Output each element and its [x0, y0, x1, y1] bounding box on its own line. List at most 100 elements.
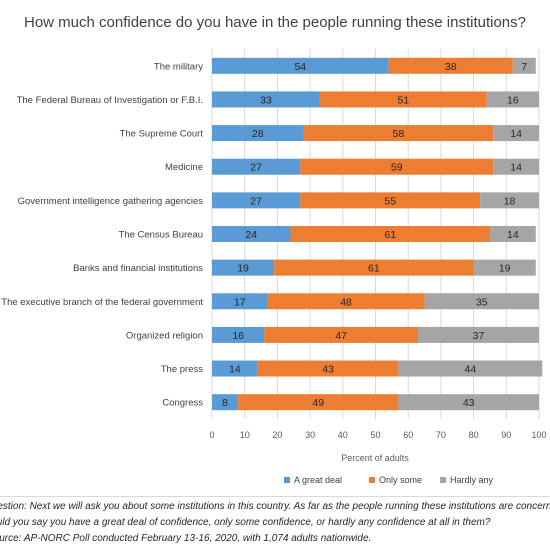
data-label-the-military-only-some: 38: [445, 61, 457, 73]
bar-banks-and-financial-institutions-only-some: [274, 259, 474, 276]
bar-the-supreme-court-a-great-deal: [212, 125, 304, 142]
x-tick-label-20: 20: [272, 430, 282, 440]
data-label-the-supreme-court-a-great-deal: 28: [252, 128, 264, 140]
data-label-medicine-only-some: 59: [391, 162, 403, 174]
data-label-organized-religion-only-some: 47: [335, 330, 347, 342]
bar-organized-religion-a-great-deal: [212, 326, 265, 343]
bar-the-executive-branch-of-the-federal-government-a-great-deal: [212, 293, 268, 310]
category-label-government-intelligence-gathering-agencies: Government intelligence gathering agenci…: [18, 196, 204, 207]
x-axis-ticks: 0 10 20 30 40 50 60 70 80 90 100: [209, 430, 546, 440]
data-label-banks-and-financial-institutions-only-some: 61: [368, 263, 380, 275]
bar-the-press-a-great-deal: [212, 360, 258, 377]
category-label-the-press: The press: [161, 364, 203, 375]
data-label-the-press-a-great-deal: 14: [229, 364, 241, 376]
data-label-the-executive-branch-of-the-federal-government-hardly-any: 35: [476, 296, 488, 308]
bar-the-press-only-some: [257, 360, 399, 377]
footer-divider: [0, 496, 550, 497]
legend-label-only-some: Only some: [379, 475, 422, 485]
data-label-the-military-a-great-deal: 54: [294, 61, 306, 73]
data-label-organized-religion-a-great-deal: 16: [232, 330, 244, 342]
data-label-banks-and-financial-institutions-a-great-deal: 19: [237, 263, 249, 275]
data-label-the-executive-branch-of-the-federal-government-only-some: 48: [340, 296, 352, 308]
bar-the-supreme-court-only-some: [303, 125, 494, 142]
category-label-the-census-bureau: The Census Bureau: [119, 230, 204, 241]
bar-the-federal-bureau-of-investigation-or-f-b-i-hardly-any: [486, 91, 539, 108]
chart-title: How much confidence do you have in the p…: [24, 14, 526, 31]
category-label-the-supreme-court: The Supreme Court: [120, 129, 204, 140]
data-label-congress-only-some: 49: [312, 397, 324, 409]
x-tick-label-50: 50: [370, 430, 380, 440]
bar-medicine-hardly-any: [493, 158, 539, 175]
bar-the-military-a-great-deal: [212, 57, 389, 74]
data-label-the-supreme-court-hardly-any: 14: [510, 128, 522, 140]
x-tick-label-90: 90: [501, 430, 511, 440]
question-note-line2: would you say you have a great deal of c…: [0, 517, 491, 528]
bar-government-intelligence-gathering-agencies-a-great-deal: [212, 192, 301, 209]
data-label-medicine-a-great-deal: 27: [250, 162, 262, 174]
x-tick-label-70: 70: [436, 430, 446, 440]
data-label-the-census-bureau-only-some: 61: [384, 229, 396, 241]
data-label-the-press-hardly-any: 44: [464, 364, 476, 376]
x-tick-label-40: 40: [338, 430, 348, 440]
data-label-government-intelligence-gathering-agencies-only-some: 55: [384, 195, 396, 207]
category-label-banks-and-financial-institutions: Banks and financial institutions: [73, 263, 203, 274]
legend-swatch-a-great-deal: [284, 477, 290, 483]
bar-the-military-hardly-any: [512, 57, 536, 74]
data-label-congress-hardly-any: 43: [463, 397, 475, 409]
x-tick-label-0: 0: [209, 430, 214, 440]
bar-organized-religion-hardly-any: [418, 326, 539, 343]
bar-organized-religion-only-some: [264, 326, 419, 343]
data-label-medicine-hardly-any: 14: [510, 162, 522, 174]
data-label-the-press-only-some: 43: [322, 364, 334, 376]
bar-the-executive-branch-of-the-federal-government-only-some: [267, 293, 425, 310]
data-label-congress-a-great-deal: 8: [222, 397, 228, 409]
legend-label-hardly-any: Hardly any: [450, 475, 494, 485]
bars: 54 38 7 33 51 16 28 58 14 27 59 14 27 55 18 24 61 14 19 61 1…: [212, 57, 543, 411]
bar-the-executive-branch-of-the-federal-government-hardly-any: [424, 293, 539, 310]
data-label-organized-religion-hardly-any: 37: [473, 330, 485, 342]
data-label-the-federal-bureau-of-investigation-or-f-b-i-hardly-any: 16: [507, 94, 519, 106]
category-label-organized-religion: Organized religion: [126, 330, 203, 341]
bar-medicine-a-great-deal: [212, 158, 301, 175]
legend: A great deal Only some Hardly any: [284, 475, 494, 485]
data-label-the-military-hardly-any: 7: [521, 61, 527, 73]
bar-congress-a-great-deal: [212, 394, 239, 411]
bar-government-intelligence-gathering-agencies-hardly-any: [480, 192, 539, 209]
bar-banks-and-financial-institutions-a-great-deal: [212, 259, 275, 276]
data-label-government-intelligence-gathering-agencies-hardly-any: 18: [504, 195, 516, 207]
bar-congress-hardly-any: [398, 394, 539, 411]
legend-label-a-great-deal: A great deal: [294, 475, 342, 485]
data-label-the-executive-branch-of-the-federal-government-a-great-deal: 17: [234, 296, 246, 308]
bar-congress-only-some: [238, 394, 399, 411]
data-label-government-intelligence-gathering-agencies-a-great-deal: 27: [250, 195, 262, 207]
x-tick-label-60: 60: [403, 430, 413, 440]
x-axis-title: Percent of adults: [341, 453, 409, 463]
question-note-line1: Question: Next we will ask you about som…: [0, 501, 550, 512]
legend-swatch-hardly-any: [440, 477, 446, 483]
bar-banks-and-financial-institutions-hardly-any: [473, 259, 536, 276]
x-tick-label-80: 80: [469, 430, 479, 440]
data-label-the-federal-bureau-of-investigation-or-f-b-i-a-great-deal: 33: [260, 94, 272, 106]
data-label-banks-and-financial-institutions-hardly-any: 19: [499, 263, 511, 275]
category-label-the-executive-branch-of-the-federal-government: The executive branch of the federal gove…: [1, 297, 203, 308]
category-label-the-federal-bureau-of-investigation-or-f-b-i: The Federal Bureau of Investigation or F…: [17, 95, 203, 106]
legend-swatch-only-some: [369, 477, 375, 483]
bar-the-census-bureau-only-some: [290, 226, 490, 242]
bar-medicine-only-some: [300, 158, 494, 175]
bar-the-census-bureau-a-great-deal: [212, 226, 291, 242]
data-label-the-census-bureau-a-great-deal: 24: [245, 229, 257, 241]
data-label-the-federal-bureau-of-investigation-or-f-b-i-only-some: 51: [397, 94, 409, 106]
bar-the-federal-bureau-of-investigation-or-f-b-i-only-some: [319, 91, 487, 108]
x-tick-label-10: 10: [240, 430, 250, 440]
x-tick-label-30: 30: [305, 430, 315, 440]
category-labels: The military The Federal Bureau of Invest…: [1, 61, 203, 408]
bar-the-federal-bureau-of-investigation-or-f-b-i-a-great-deal: [212, 91, 320, 108]
x-tick-label-100: 100: [531, 430, 546, 440]
data-label-the-supreme-court-only-some: 58: [393, 128, 405, 140]
bar-the-military-only-some: [388, 57, 513, 74]
category-label-the-military: The military: [154, 61, 203, 72]
source-note: Source: AP-NORC Poll conducted February …: [0, 533, 372, 544]
category-label-congress: Congress: [162, 398, 203, 409]
bar-the-press-hardly-any: [398, 360, 543, 377]
